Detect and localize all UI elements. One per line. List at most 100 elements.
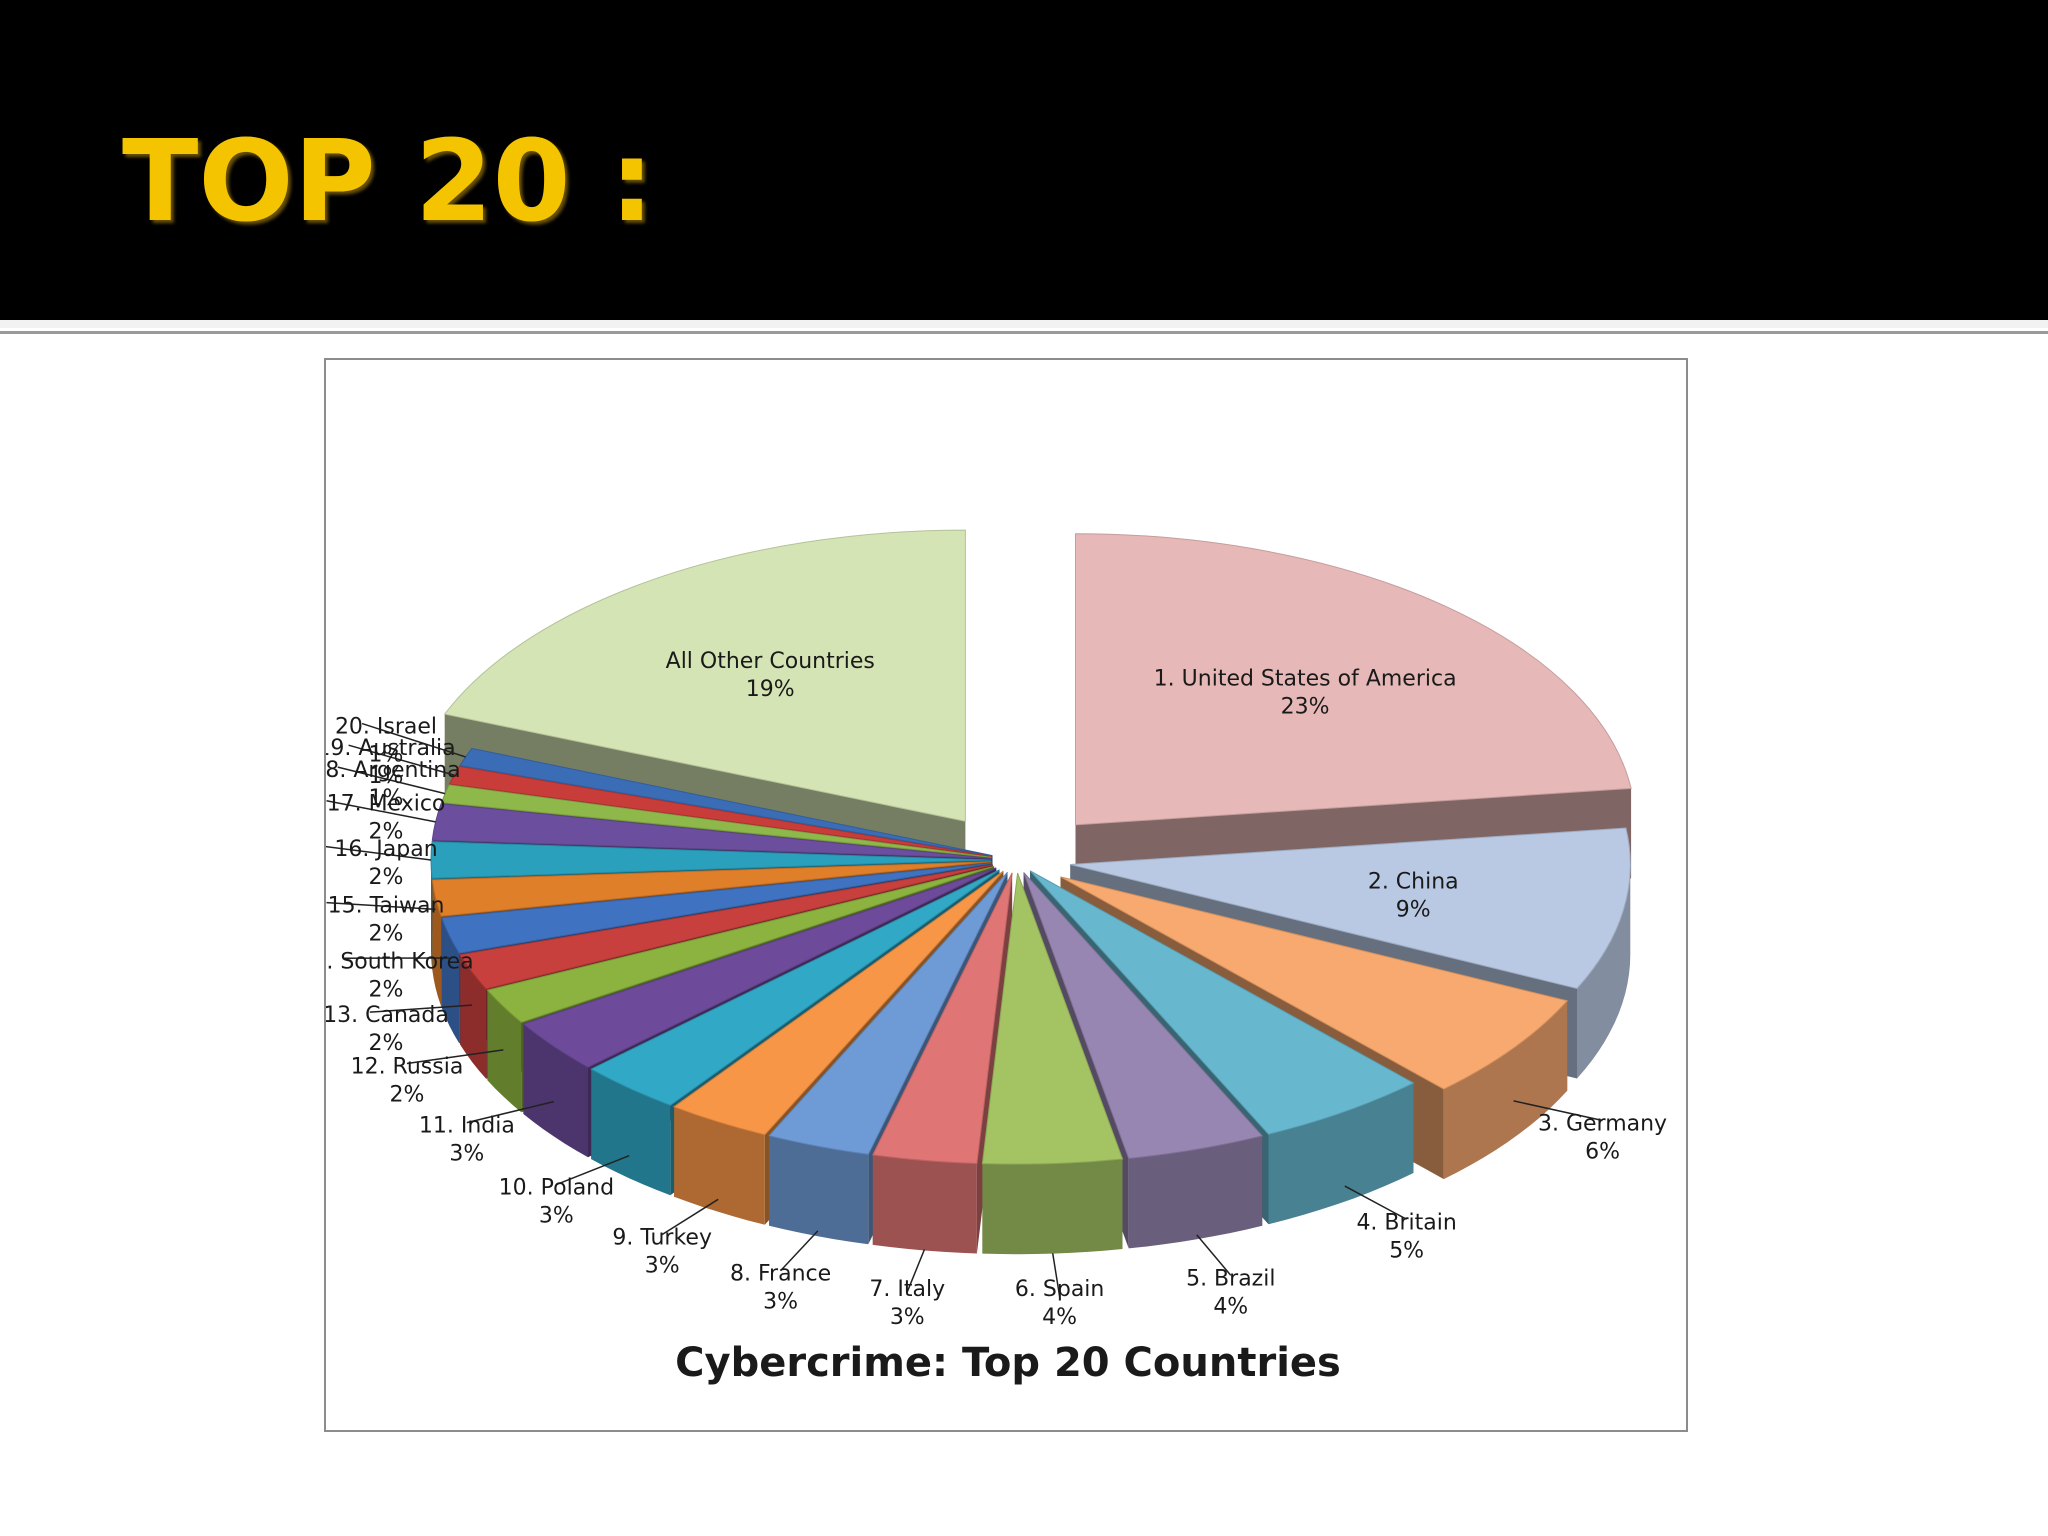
slice-wall-4-britain	[1268, 1083, 1414, 1225]
label-8-france: 8. France	[730, 1262, 831, 1287]
pct-19-australia: 1%	[369, 764, 404, 789]
label-4-britain: 4. Britain	[1356, 1210, 1456, 1235]
slice-wall-5-brazil	[1128, 1135, 1263, 1249]
label-11-india: 11. India	[419, 1114, 515, 1139]
slice-6-spain	[981, 872, 1124, 1165]
pct-6-spain: 4%	[1042, 1305, 1077, 1330]
slice-8-france	[768, 871, 1008, 1155]
leader-line-20-israel	[361, 722, 466, 758]
label-3-germany: 3. Germany	[1538, 1111, 1667, 1136]
pct-10-poland: 3%	[539, 1204, 574, 1229]
slice-wall-6-spain	[982, 1159, 1123, 1255]
pct-20-israel: 1%	[369, 743, 404, 768]
pct-18-argentina: 1%	[369, 786, 404, 811]
slice-wall-10-poland	[591, 1069, 671, 1196]
slice-wall-14-south-korea	[441, 917, 460, 1044]
leader-line-10-poland	[556, 1154, 630, 1186]
slice-wall-11-india	[523, 1024, 588, 1158]
label-2-china: 2. China	[1368, 870, 1459, 895]
label-1-united-states-of-america: 1. United States of America	[1154, 666, 1457, 691]
slide-title: TOP 20 :	[122, 117, 655, 247]
slice-wall-12-russia	[487, 990, 522, 1113]
slice-wall-2-china	[1577, 864, 1631, 1079]
chart-title: Cybercrime: Top 20 Countries	[675, 1340, 1341, 1386]
pct-15-taiwan: 2%	[369, 922, 404, 947]
label-12-russia: 12. Russia	[351, 1054, 464, 1079]
label-16-japan: 16. Japan	[334, 837, 437, 862]
leader-line-12-russia	[406, 1049, 504, 1065]
slice-19-australia	[448, 765, 993, 857]
pct-5-brazil: 4%	[1213, 1294, 1248, 1319]
label-10-poland: 10. Poland	[499, 1176, 614, 1201]
label-15-taiwan: 15. Taiwan	[328, 894, 445, 919]
pct-8-france: 3%	[763, 1290, 798, 1315]
pct-17-mexico: 2%	[369, 820, 404, 845]
leader-line-6-spain	[1051, 1253, 1061, 1297]
pie-chart: 1. United States of America 23% 2. China 9%…	[326, 529, 1667, 1330]
leader-line-18-argentina	[337, 766, 446, 795]
label-9-turkey: 9. Turkey	[612, 1226, 712, 1251]
label-17-mexico: 17. Mexico	[327, 792, 446, 817]
leader-line-11-india	[466, 1100, 554, 1124]
label-20-israel: 20. Israel	[335, 715, 437, 740]
pct-7-italy: 3%	[890, 1305, 925, 1330]
title-divider-line	[0, 331, 2048, 334]
label-19-australia: 19. Australia	[326, 736, 456, 761]
leader-line-3-germany	[1513, 1100, 1603, 1122]
pct-12-russia: 2%	[390, 1082, 425, 1107]
pct-11-india: 3%	[449, 1142, 484, 1167]
title-divider	[0, 320, 2048, 328]
pct-3-germany: 6%	[1585, 1139, 1620, 1164]
pie-slices	[430, 529, 1632, 1165]
chart-frame: 1. United States of America 23% 2. China 9%…	[324, 358, 1688, 1432]
slice-13-canada	[459, 864, 993, 990]
pct-16-japan: 2%	[369, 865, 404, 890]
slice-wall-15-taiwan	[432, 879, 442, 1007]
slice-wall-8-france	[769, 1135, 869, 1245]
slice-10-poland	[590, 869, 1000, 1106]
slice-wall-16-japan	[431, 860, 433, 969]
slice-5-brazil	[1023, 872, 1264, 1159]
leader-line-13-canada	[369, 1004, 473, 1013]
slice-20-israel	[459, 747, 993, 857]
pct-9-turkey: 3%	[645, 1254, 680, 1279]
leader-line-9-turkey	[661, 1198, 719, 1236]
slice-15-taiwan	[431, 861, 992, 917]
leader-line-16-japan	[326, 845, 432, 861]
slice-wall-9-turkey	[674, 1106, 765, 1225]
label-6-spain: 6. Spain	[1015, 1277, 1104, 1302]
leader-line-17-mexico	[326, 799, 436, 823]
slice-12-russia	[486, 865, 995, 1023]
leader-line-8-france	[780, 1230, 819, 1272]
slice-wall-3-germany	[1443, 1000, 1568, 1180]
leader-line-7-italy	[906, 1249, 926, 1293]
slice-2-china	[1070, 827, 1631, 990]
pct-2-china: 9%	[1396, 898, 1431, 923]
slice-all-other-countries	[443, 529, 966, 822]
title-bar	[0, 0, 2048, 320]
pct-1-united-states-of-america: 23%	[1281, 694, 1330, 719]
pct-13-canada: 2%	[369, 1031, 404, 1056]
label-7-italy: 7. Italy	[869, 1277, 945, 1302]
leader-line-4-britain	[1344, 1185, 1408, 1221]
slice-9-turkey	[673, 870, 1004, 1136]
leader-line-19-australia	[348, 744, 455, 776]
slice-11-india	[522, 867, 997, 1068]
slice-4-britain	[1029, 870, 1415, 1135]
slice-wall-13-canada	[460, 954, 487, 1079]
slice-3-germany	[1060, 876, 1569, 1090]
slice-wall-7-italy	[872, 1154, 977, 1254]
label-14-south-korea: 14. South Korea	[326, 949, 474, 974]
slice-1-united-states-of-america	[1075, 533, 1632, 826]
label-all-other-countries: All Other Countries	[666, 649, 875, 674]
pie-labels: 1. United States of America 23% 2. China 9%…	[326, 649, 1667, 1330]
slice-7-italy	[872, 872, 1013, 1165]
pct-all-other-countries: 19%	[746, 677, 795, 702]
leader-line-15-taiwan	[326, 901, 436, 911]
pct-14-south-korea: 2%	[369, 977, 404, 1002]
label-13-canada: 13. Canada	[326, 1003, 449, 1028]
leader-line-5-brazil	[1196, 1234, 1232, 1276]
label-5-brazil: 5. Brazil	[1186, 1266, 1275, 1291]
slice-14-south-korea	[441, 862, 992, 954]
pct-4-britain: 5%	[1389, 1238, 1424, 1263]
